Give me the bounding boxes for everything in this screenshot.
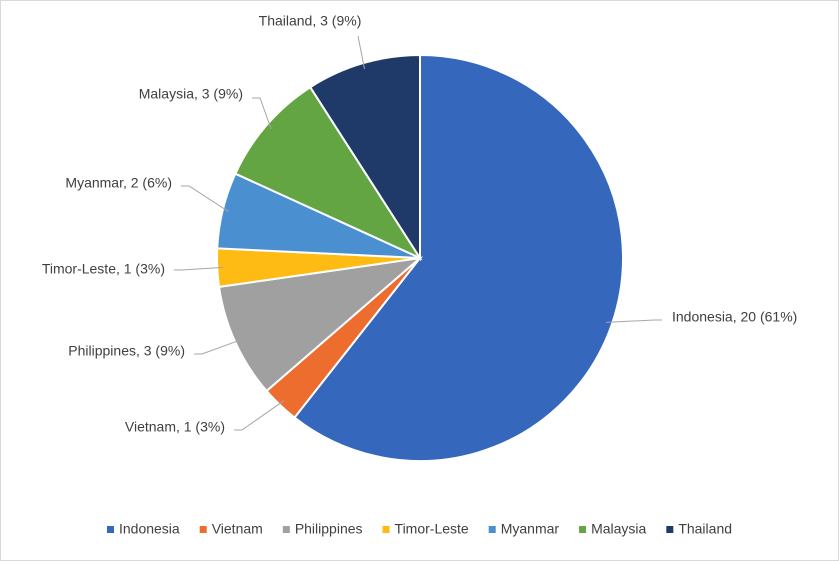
pie-slice — [293, 53, 624, 462]
legend-label: Timor-Leste — [395, 521, 469, 537]
data-label: Malaysia, 3 (9%) — [139, 86, 243, 102]
leader-line — [194, 339, 241, 355]
legend-swatch — [579, 526, 587, 533]
legend-label: Philippines — [295, 521, 363, 537]
legend-label: Indonesia — [119, 521, 180, 537]
leader-line — [174, 266, 224, 271]
leader-line — [181, 185, 229, 212]
legend-swatch — [666, 526, 674, 533]
legend-swatch — [488, 526, 496, 533]
leader-line — [234, 400, 285, 431]
data-label: Indonesia, 20 (61%) — [672, 309, 797, 325]
legend-label: Thailand — [678, 521, 732, 537]
data-label: Vietnam, 1 (3%) — [125, 419, 225, 435]
legend-label: Vietnam — [212, 521, 263, 537]
legend-swatch — [199, 526, 207, 533]
legend-swatch — [282, 526, 290, 533]
pie-slice — [308, 53, 421, 262]
data-label: Myanmar, 2 (6%) — [65, 175, 172, 191]
legend-swatch — [106, 526, 114, 533]
leader-line — [606, 319, 662, 323]
leader-line — [357, 35, 365, 70]
legend-label: Malaysia — [591, 521, 646, 537]
data-label: Philippines, 3 (9%) — [68, 343, 185, 359]
pie-slice — [234, 85, 423, 261]
legend-swatch — [382, 526, 390, 533]
legend-label: Myanmar — [501, 521, 560, 537]
data-label: Thailand, 3 (9%) — [259, 13, 362, 29]
data-label: Timor-Leste, 1 (3%) — [42, 261, 165, 277]
leader-line — [252, 97, 272, 130]
